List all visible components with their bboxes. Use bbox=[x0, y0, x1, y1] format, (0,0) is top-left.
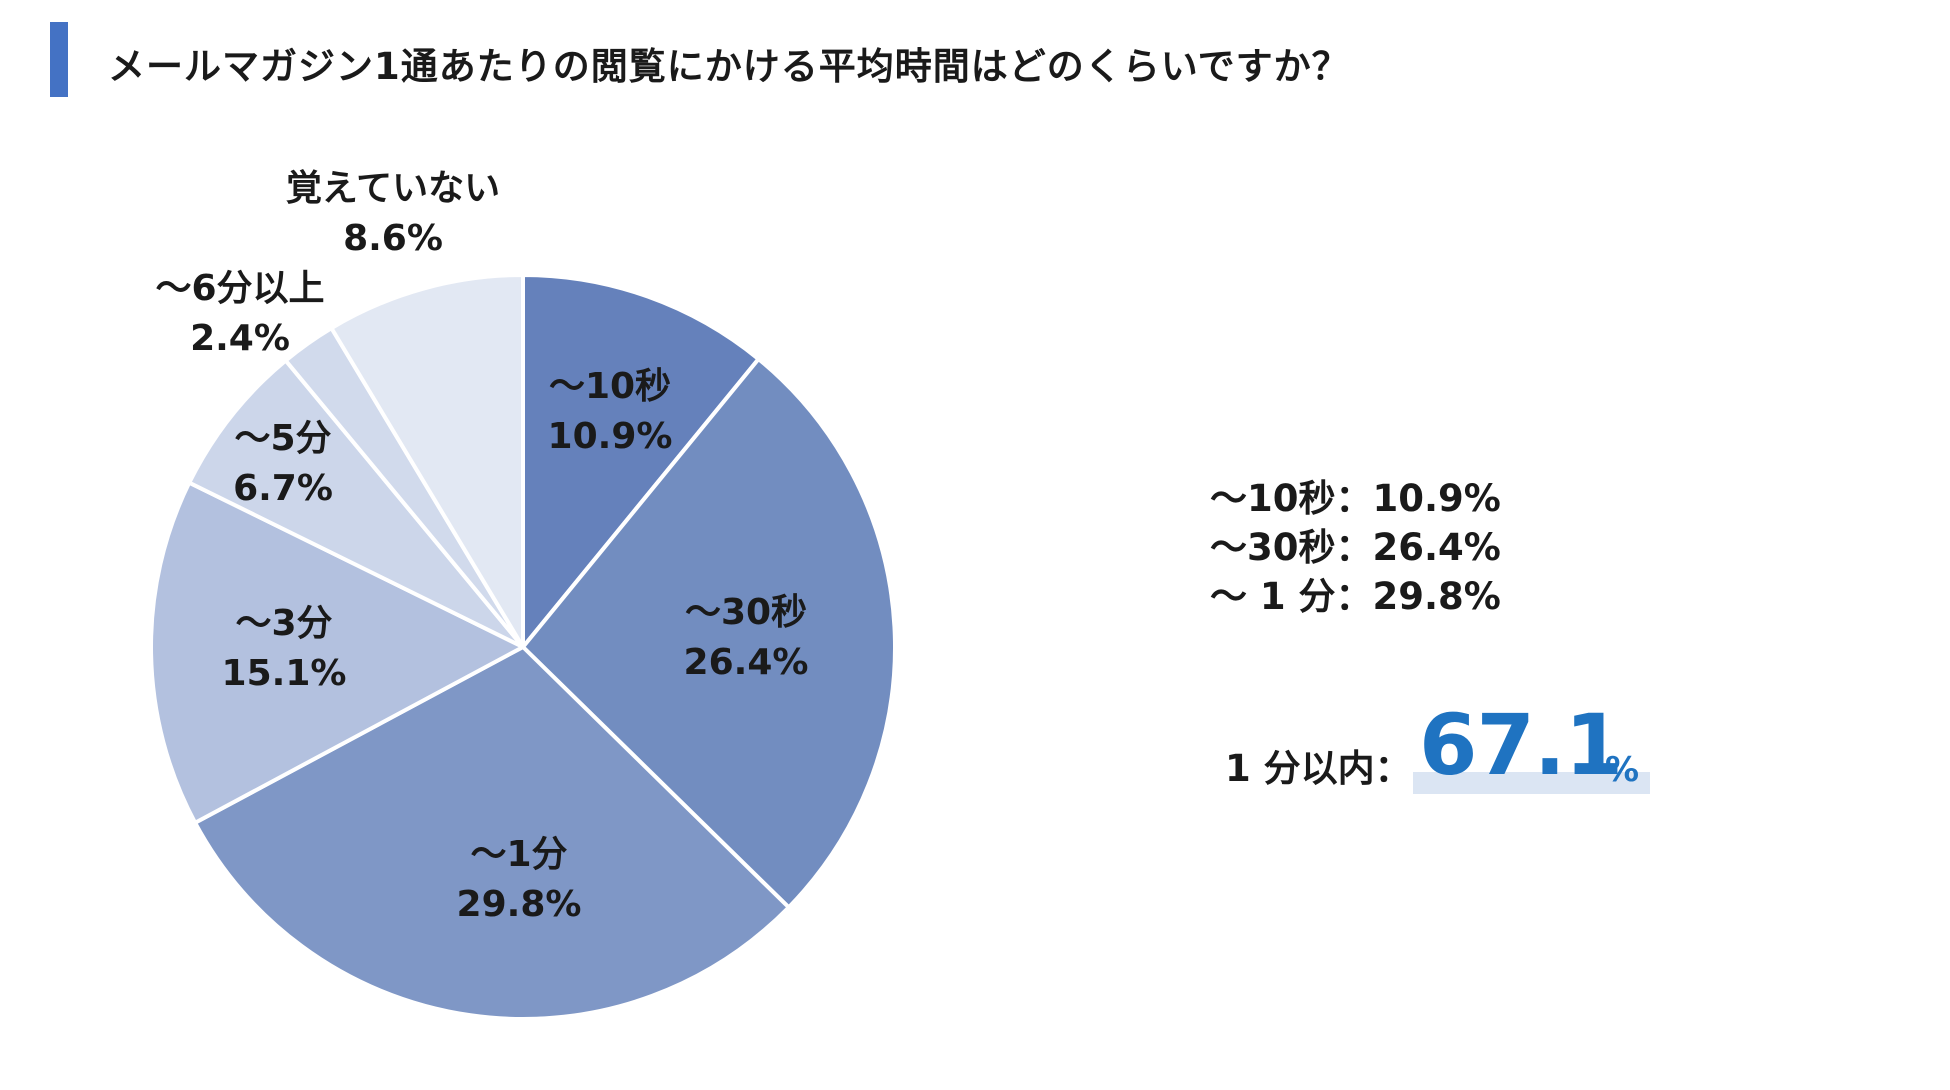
pie-slice bbox=[187, 358, 525, 649]
title-accent-bar bbox=[50, 22, 68, 97]
pie-slice bbox=[521, 273, 761, 649]
summary-line-30s: 〜30秒：26.4% bbox=[1210, 526, 1501, 569]
slice-category-label: 〜1分 bbox=[470, 834, 567, 875]
slice-category-label: 〜3分 bbox=[235, 603, 332, 644]
page-title: メールマガジン1通あたりの閲覧にかける平均時間はどのくらいですか？ bbox=[108, 45, 1350, 88]
slice-value-label: 6.7% bbox=[233, 468, 333, 509]
pie-chart: 〜10秒 10.9% 〜30秒 26.4% 〜1分 29.8% 〜3分 15.1% 〜5分 6.7… bbox=[149, 168, 897, 1021]
slice-label-group: 〜5分 6.7% bbox=[233, 418, 333, 509]
slice-value-label: 2.4% bbox=[190, 318, 290, 359]
slice-label-group: 〜3分 15.1% bbox=[222, 603, 347, 694]
summary-line-10s: 〜10秒：10.9% bbox=[1210, 477, 1501, 520]
slice-category-label: 〜6分以上 bbox=[155, 268, 324, 309]
slice-category-label: 覚えていない bbox=[286, 168, 500, 209]
slice-label-group: 覚えていない 8.6% bbox=[286, 168, 500, 259]
total-value: 67.1 bbox=[1419, 696, 1623, 794]
slice-label-group: 〜6分以上 2.4% bbox=[155, 268, 324, 359]
slice-label-group: 〜30秒 26.4% bbox=[684, 592, 809, 683]
slice-value-label: 8.6% bbox=[343, 218, 443, 259]
slice-category-label: 〜30秒 bbox=[685, 592, 807, 633]
slice-category-label: 〜10秒 bbox=[549, 366, 671, 407]
slice-label-group: 〜1分 29.8% bbox=[457, 834, 582, 925]
total-highlight bbox=[1413, 772, 1650, 794]
total-within-1min: 1 分以内： 67.1 % bbox=[1225, 696, 1675, 800]
slice-category-label: 〜5分 bbox=[234, 418, 331, 459]
total-unit: % bbox=[1605, 750, 1640, 790]
pie-slice bbox=[521, 357, 897, 910]
slice-value-label: 15.1% bbox=[222, 653, 347, 694]
summary-line-1min: 〜 1 分：29.8% bbox=[1210, 575, 1501, 618]
pie-slice bbox=[149, 480, 525, 825]
pie-slice bbox=[193, 645, 791, 1021]
slice-value-label: 29.8% bbox=[457, 884, 582, 925]
slice-value-label: 26.4% bbox=[684, 642, 809, 683]
pie-slice bbox=[329, 273, 525, 649]
total-label: 1 分以内： bbox=[1225, 747, 1412, 790]
slice-value-label: 10.9% bbox=[548, 416, 673, 457]
summary-list: 〜10秒：10.9% 〜30秒：26.4% 〜 1 分：29.8% bbox=[1210, 474, 1501, 621]
slice-label-group: 〜10秒 10.9% bbox=[548, 366, 673, 457]
